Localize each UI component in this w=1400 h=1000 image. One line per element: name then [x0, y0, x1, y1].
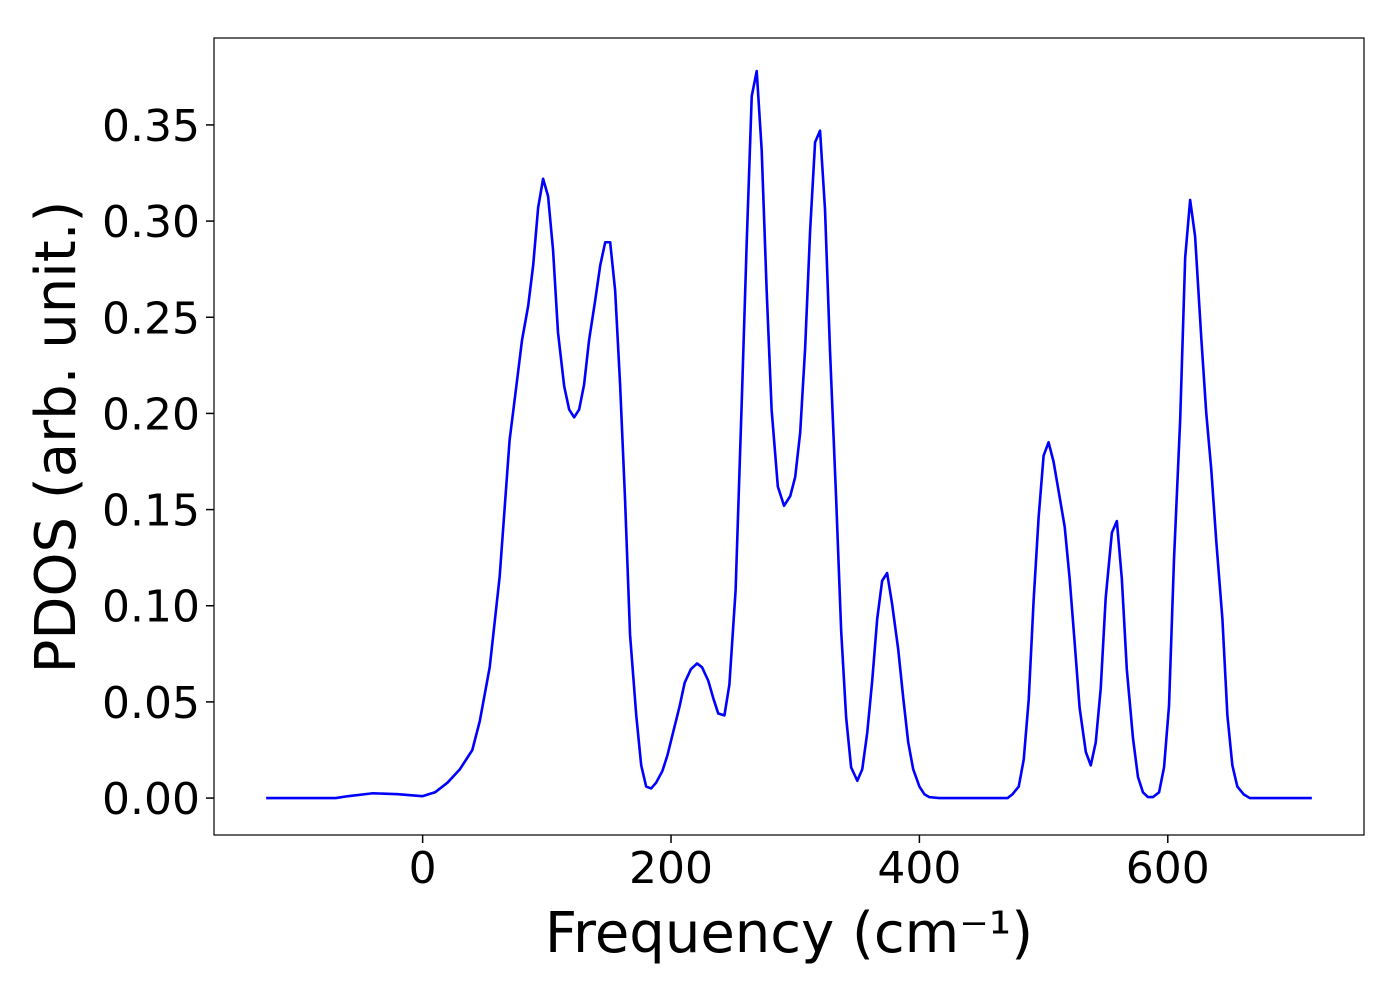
- y-tick-label: 0.15: [102, 486, 200, 537]
- y-tick-label: 0.05: [102, 678, 200, 729]
- y-tick-label: 0.30: [102, 197, 200, 248]
- x-tick-label: 400: [877, 843, 961, 894]
- y-tick-label: 0.25: [102, 293, 200, 344]
- plot-frame: [213, 37, 1365, 836]
- data-line: [266, 69, 1312, 800]
- y-tick-label: 0.20: [102, 389, 200, 440]
- x-tick-label: 600: [1126, 843, 1210, 894]
- y-tick-label: 0.10: [102, 582, 200, 633]
- x-tick-label: 0: [409, 843, 437, 894]
- y-tick-label: 0.00: [102, 774, 200, 825]
- x-tick-label: 200: [629, 843, 713, 894]
- x-axis-label: Frequency (cm⁻¹): [545, 901, 1033, 966]
- y-tick-label: 0.35: [102, 101, 200, 152]
- y-axis-label: PDOS (arb. unit.): [24, 201, 89, 674]
